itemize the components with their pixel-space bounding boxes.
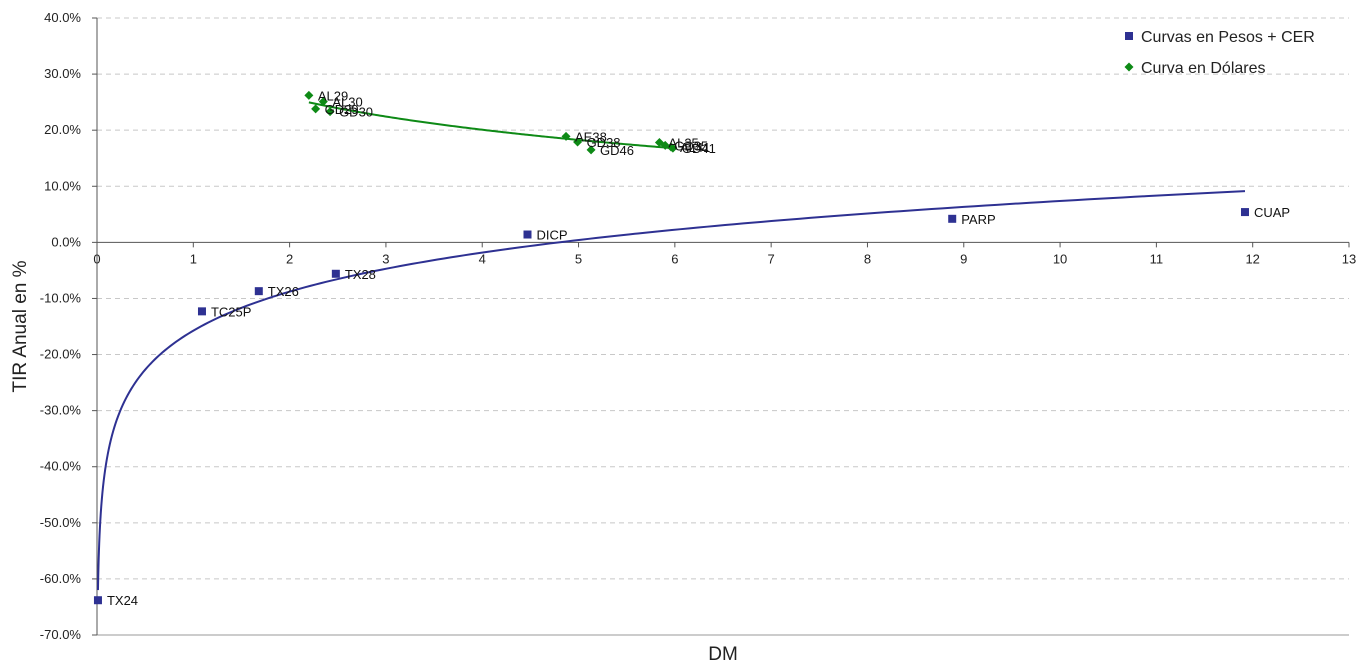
x-tick-label: 6	[671, 251, 678, 266]
point-cuap	[1240, 208, 1249, 217]
point-label-parp: PARP	[961, 212, 995, 227]
point-parp	[948, 214, 957, 223]
x-tick-label: 7	[768, 251, 775, 266]
legend: Curvas en Pesos + CER Curva en Dólares	[1124, 29, 1315, 77]
y-tick-label: 40.0%	[44, 10, 81, 25]
x-tick-label: 9	[960, 251, 967, 266]
point-gd41	[668, 143, 678, 153]
legend-marker-series-2	[1124, 62, 1134, 72]
point-tc25p	[197, 307, 206, 316]
y-tick-label: -10.0%	[40, 290, 82, 305]
point-label-al30: AL30	[332, 95, 362, 110]
x-tick-label: 12	[1245, 251, 1259, 266]
legend-label-series-1: Curvas en Pesos + CER	[1141, 29, 1315, 46]
axes: 40.0% 30.0% 20.0% 10.0% 0.0% -10.0% -20.0% -30.…	[40, 10, 1356, 642]
x-tick-label: 11	[1150, 251, 1164, 266]
x-tick-label: 1	[190, 251, 197, 266]
x-tick-label: 3	[382, 251, 389, 266]
point-label-gd29: GD29	[325, 102, 359, 117]
point-gd30	[325, 107, 335, 117]
point-gd38	[573, 137, 583, 147]
y-tick-label: 10.0%	[44, 178, 81, 193]
point-label-gd30: GD30	[339, 105, 373, 120]
y-tick-label: -60.0%	[40, 571, 82, 586]
grid-lines	[97, 17, 1349, 580]
x-tick-label: 10	[1053, 251, 1067, 266]
y-tick-label: -30.0%	[40, 403, 82, 418]
point-al29	[304, 90, 314, 100]
point-gd46	[586, 145, 596, 155]
point-ae38	[561, 131, 571, 141]
y-tick-label: 0.0%	[51, 234, 81, 249]
point-gd29	[311, 104, 321, 114]
point-label-gd38: GD38	[587, 135, 621, 150]
point-tx24	[93, 596, 102, 605]
point-label-gd46: GD46	[600, 143, 634, 158]
x-tick-label: 2	[286, 251, 293, 266]
y-tick-label: -20.0%	[40, 347, 82, 362]
legend-marker-series-1	[1125, 32, 1133, 40]
y-axis-title: TIR Anual en %	[10, 260, 31, 392]
data-points	[93, 90, 1249, 605]
point-al30	[318, 97, 328, 107]
x-tick-label: 0	[93, 251, 100, 266]
point-label-tx24: TX24	[107, 593, 138, 608]
y-tick-label: 30.0%	[44, 66, 81, 81]
trendline-series-1	[96, 190, 1246, 591]
point-label-tx28: TX28	[345, 267, 376, 282]
point-label-tc25p: TC25P	[211, 304, 251, 319]
point-labels: TX24 TC25P TX26 TX28 DICP PARP CUAP AL29AL30GD2…	[107, 88, 1290, 608]
x-axis-title: DM	[708, 644, 738, 665]
point-label-dicp: DICP	[536, 228, 567, 243]
x-tick-label: 5	[575, 251, 582, 266]
point-label-cuap: CUAP	[1254, 205, 1290, 220]
point-label-al29: AL29	[318, 88, 348, 103]
x-tick-label: 8	[864, 251, 871, 266]
trendline-series-2	[308, 101, 674, 150]
point-label-ae38: AE38	[575, 129, 607, 144]
y-tick-label: -70.0%	[40, 627, 82, 642]
point-label-al41: AL41	[680, 140, 710, 155]
point-label-gd41: GD41	[682, 141, 716, 156]
point-label-tx26: TX26	[268, 284, 299, 299]
trendlines	[96, 101, 1246, 591]
x-tick-label: 4	[479, 251, 486, 266]
y-tick-label: -40.0%	[40, 459, 82, 474]
point-label-al35: AL35	[668, 136, 698, 151]
point-dicp	[523, 230, 532, 239]
point-tx28	[331, 269, 340, 278]
legend-label-series-2: Curva en Dólares	[1141, 60, 1266, 77]
x-tick-label: 13	[1342, 251, 1356, 266]
y-tick-label: 20.0%	[44, 122, 81, 137]
point-tx26	[254, 287, 263, 296]
y-tick-label: -50.0%	[40, 515, 82, 530]
point-label-gd35: GD35	[674, 138, 708, 153]
